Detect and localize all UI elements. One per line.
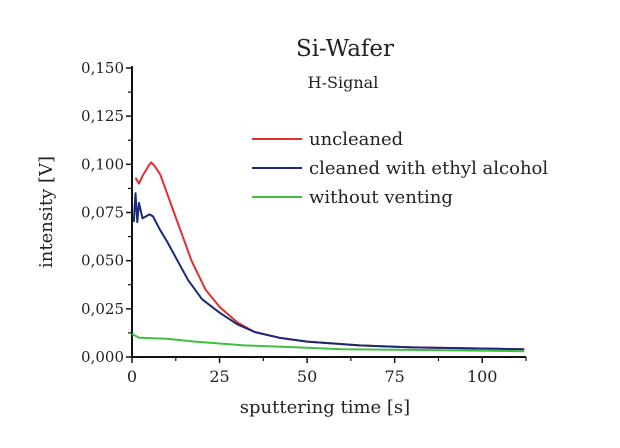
x-tick-label: 75 bbox=[384, 367, 404, 386]
legend-label: cleaned with ethyl alcohol bbox=[309, 158, 548, 179]
legend: uncleaned cleaned with ethyl alcohol witho… bbox=[252, 129, 548, 208]
x-tick-label: 50 bbox=[297, 367, 317, 386]
y-axis-label: intensity [V] bbox=[36, 156, 57, 268]
x-tick-label: 100 bbox=[467, 367, 498, 386]
axes: 0 25 50 75 100 0,000 0,025 0,050 0,075 0,100 0,125… bbox=[81, 59, 527, 386]
y-tick-label: 0,125 bbox=[81, 107, 124, 125]
chart-subtitle: H-Signal bbox=[308, 73, 379, 92]
series-group bbox=[131, 161, 525, 353]
x-axis-label: sputtering time [s] bbox=[240, 397, 410, 418]
chart-title: Si-Wafer bbox=[296, 36, 394, 62]
y-tick-label: 0,050 bbox=[81, 252, 124, 270]
y-tick-label: 0,100 bbox=[81, 155, 124, 173]
y-tick-label: 0,025 bbox=[81, 300, 124, 318]
legend-label: without venting bbox=[309, 187, 453, 208]
x-tick-label: 0 bbox=[127, 367, 137, 386]
y-tick-label: 0,150 bbox=[81, 59, 124, 77]
x-tick-label: 25 bbox=[209, 367, 229, 386]
y-tick-label: 0,000 bbox=[81, 348, 124, 366]
legend-label: uncleaned bbox=[309, 129, 403, 150]
series-line-without-venting bbox=[131, 333, 525, 353]
y-tick-label: 0,075 bbox=[81, 204, 124, 222]
series-line-cleaned-with-ethyl-alcohol bbox=[132, 192, 525, 351]
